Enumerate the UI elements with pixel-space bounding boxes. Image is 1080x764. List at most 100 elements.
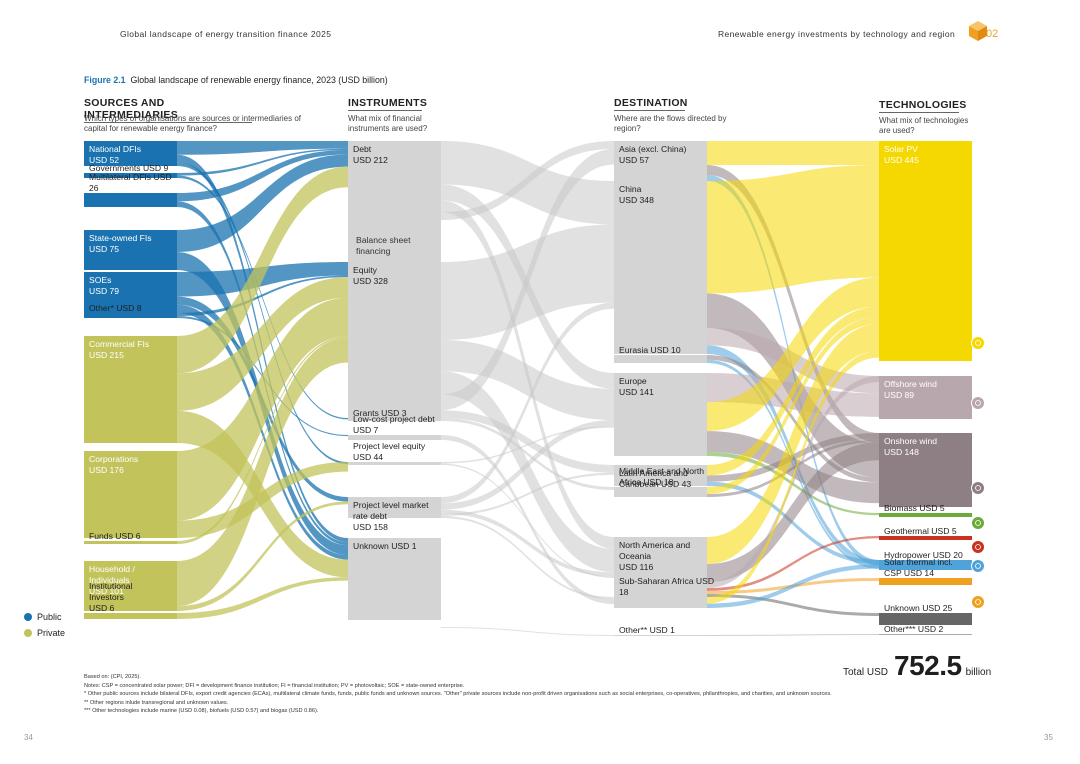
flow-source-to-instrument xyxy=(177,148,348,176)
header-right: Renewable energy investments by technolo… xyxy=(718,29,956,39)
destination-asia-excl-china-label-line: Asia (excl. China) xyxy=(619,144,686,154)
destination-china-label-line: China xyxy=(619,184,642,194)
instrument-project-level-market-rate-debt-label-line: Project level market xyxy=(353,500,429,510)
source-multilateral-dfis-label-line: Multilateral DFIs USD xyxy=(89,172,172,182)
destination-north-america-and-oceania-label-line: North America and xyxy=(619,540,690,550)
technology-unknown-label-line: Unknown USD 25 xyxy=(884,603,953,613)
flow-destination-to-technology xyxy=(707,481,879,565)
technology-solar-pv-label-line: USD 445 xyxy=(884,155,919,165)
source-soes xyxy=(84,272,177,313)
destination-sub-saharan-africa-label-line: Sub-Saharan Africa USD xyxy=(619,576,714,586)
flow-instrument-to-destination xyxy=(441,148,614,411)
technology-other-label: Other*** USD 2 xyxy=(884,624,943,634)
sources-title: SOURCES AND INTERMEDIARIES xyxy=(84,97,252,123)
technology-onshore-wind xyxy=(879,433,972,507)
flow-source-to-instrument xyxy=(177,162,348,465)
destination-sub-saharan-africa-label-line: 18 xyxy=(619,587,629,597)
instrument-unknown-label: Unknown USD 1 xyxy=(353,541,417,551)
flow-destination-to-technology xyxy=(707,277,879,432)
source-governments-label-line: Governments USD 9 xyxy=(89,163,169,173)
technology-biomass-label-line: Biomass USD 5 xyxy=(884,503,945,513)
flow-source-to-instrument xyxy=(177,462,348,538)
flow-destination-to-technology xyxy=(707,536,879,591)
instrument-equity-label: Equity USD 328 xyxy=(353,265,388,286)
destination-middle-east-and-north-africa-label-line: Middle East and North xyxy=(619,466,704,476)
flow-destination-to-technology xyxy=(707,306,879,476)
destination-north-america-and-oceania xyxy=(614,537,707,597)
flow-source-to-instrument xyxy=(177,277,348,411)
source-commercial-fis-label-line: Commercial FIs xyxy=(89,339,149,349)
flow-instrument-to-destination xyxy=(441,340,614,420)
flow-instrument-to-destination xyxy=(441,515,614,600)
flow-source-to-instrument xyxy=(177,297,348,521)
technology-geothermal xyxy=(879,536,972,540)
flow-destination-to-technology xyxy=(707,324,879,564)
technology-solar-thermal-incl-csp xyxy=(879,578,972,585)
onshore-wind-icon xyxy=(971,481,985,495)
sources-subtitle: Which types of organisations are sources… xyxy=(84,114,301,133)
instrument-debt xyxy=(348,141,441,220)
instrument-project-level-market-rate-debt-label-line: rate debt xyxy=(353,511,388,521)
technology-hydropower xyxy=(879,560,972,570)
instrument-grants xyxy=(348,418,441,421)
destination-europe-label-line: USD 141 xyxy=(619,387,654,397)
source-multilateral-dfis-label-line: 26 xyxy=(89,183,99,193)
geothermal-icon xyxy=(971,540,985,554)
technology-solar-pv-label-line: Solar PV xyxy=(884,144,918,154)
destination-europe-label-line: Europe xyxy=(619,376,647,386)
solar-icon-glyph xyxy=(975,340,981,346)
source-funds-label: Funds USD 6 xyxy=(89,531,141,541)
flow-instrument-to-destination xyxy=(441,418,614,490)
instrument-debt-label-line: Debt xyxy=(353,144,372,154)
source-institutional-investors xyxy=(84,613,177,619)
source-funds-label-line: Funds USD 6 xyxy=(89,531,141,541)
instrument-equity-label-line: USD 328 xyxy=(353,276,388,286)
source-state-owned-fis-label: State-owned FIs USD 75 xyxy=(89,233,152,254)
source-household-individuals-label: Household / Individuals USD 101 xyxy=(89,564,135,596)
flow-instrument-to-destination xyxy=(441,627,614,636)
source-governments-label: Governments USD 9 xyxy=(89,163,169,173)
source-national-dfis-label-line: USD 52 xyxy=(89,155,119,165)
solar-thermal-icon xyxy=(971,595,985,609)
flow-destination-to-technology xyxy=(707,376,879,588)
figure-title: Global landscape of renewable energy fin… xyxy=(130,75,388,85)
flow-destination-to-technology xyxy=(707,317,879,494)
flow-destination-to-technology xyxy=(707,564,879,608)
technologies-subtitle: What mix of technologies are used? xyxy=(879,116,969,135)
source-institutional-investors-label-line: USD 6 xyxy=(89,603,115,613)
instrument-unknown-label-line: Unknown USD 1 xyxy=(353,541,417,551)
instrument-debt-label: Debt USD 212 xyxy=(353,144,388,165)
flow-destination-to-technology xyxy=(707,165,879,294)
total-suffix: billion xyxy=(965,667,992,678)
source-corporations xyxy=(84,451,177,538)
source-other-label-line: Other* USD 8 xyxy=(89,303,142,313)
instruments-subtitle: What mix of financial instruments are us… xyxy=(348,114,428,133)
destination-europe-label: Europe USD 141 xyxy=(619,376,654,397)
technology-geothermal-label-line: Geothermal USD 5 xyxy=(884,526,957,536)
note-line: *** Other technologies include marine (U… xyxy=(84,708,319,714)
destination-eurasia-label-line: Eurasia USD 10 xyxy=(619,345,681,355)
technology-solar-pv xyxy=(879,141,972,361)
flow-source-to-instrument xyxy=(177,304,348,560)
destination-china-label: China USD 348 xyxy=(619,184,654,205)
cube-icon xyxy=(969,21,987,41)
instrument-project-level-equity-label-line: Project level equity xyxy=(353,441,426,451)
instrument-equity-label-line: Equity xyxy=(353,265,378,275)
biomass-icon xyxy=(971,516,985,530)
destination-north-america-and-oceania-label: North America and Oceania USD 116 xyxy=(619,540,690,572)
source-national-dfis xyxy=(84,141,177,166)
header-left: Global landscape of energy transition fi… xyxy=(120,29,332,39)
flow-source-to-instrument xyxy=(177,275,348,316)
source-funds xyxy=(84,541,177,544)
chapter-number: 02 xyxy=(986,28,999,40)
technology-unknown xyxy=(879,613,972,625)
technology-solar-pv-label: Solar PV USD 445 xyxy=(884,144,919,165)
technology-onshore-wind-label: Onshore wind USD 148 xyxy=(884,436,937,457)
legend-private: Private xyxy=(24,628,65,638)
flow-instrument-to-destination xyxy=(441,410,614,473)
note-line: * Other public sources include bilateral… xyxy=(84,691,832,697)
private-dot-icon xyxy=(24,629,32,637)
destination-asia-excl-china xyxy=(614,141,707,181)
instrument-balance-sheet-label-line: Balance sheet xyxy=(356,235,411,245)
technology-hydropower-label-line: Hydropower USD 20 xyxy=(884,550,963,560)
